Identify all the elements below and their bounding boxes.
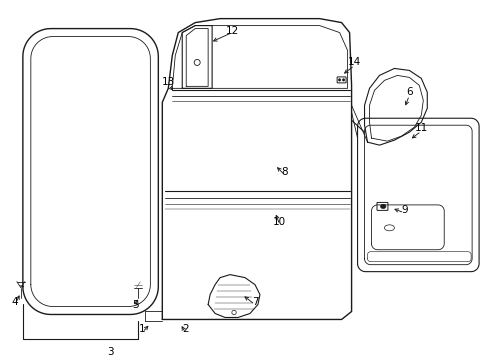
Text: 8: 8 — [281, 167, 287, 177]
Text: 3: 3 — [107, 347, 114, 357]
Text: 6: 6 — [405, 87, 412, 97]
Text: 14: 14 — [347, 58, 361, 67]
Circle shape — [380, 204, 384, 208]
Circle shape — [381, 204, 385, 208]
Circle shape — [342, 79, 344, 81]
Text: 2: 2 — [182, 324, 188, 334]
Text: 7: 7 — [251, 297, 258, 306]
Text: 12: 12 — [225, 26, 238, 36]
Text: 13: 13 — [162, 77, 175, 87]
Text: 9: 9 — [400, 205, 407, 215]
Text: 4: 4 — [12, 297, 18, 306]
Circle shape — [338, 79, 340, 81]
Text: 5: 5 — [132, 300, 139, 310]
Text: 10: 10 — [273, 217, 286, 227]
Text: 1: 1 — [139, 324, 145, 334]
Text: 11: 11 — [414, 123, 427, 133]
